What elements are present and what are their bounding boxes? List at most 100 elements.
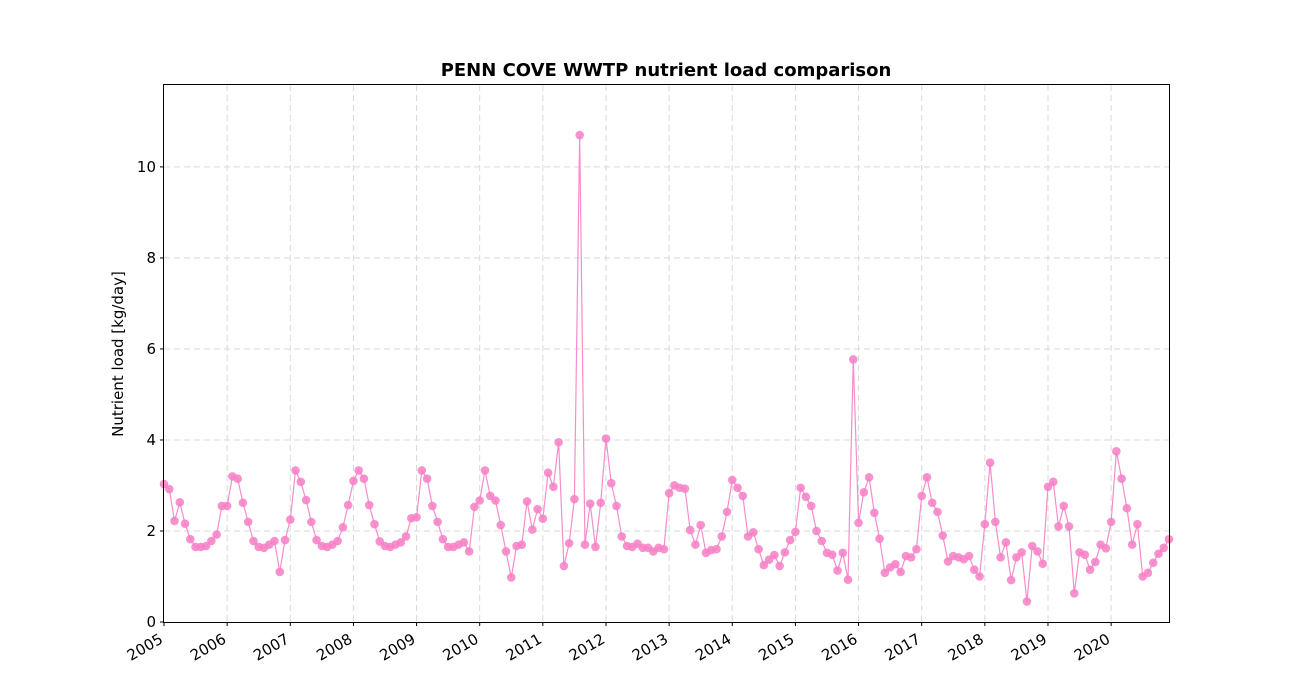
data-point <box>580 540 590 549</box>
data-point <box>775 561 784 571</box>
data-point <box>501 547 511 556</box>
data-point <box>1069 589 1079 598</box>
data-point <box>433 517 442 527</box>
data-point <box>717 532 727 541</box>
data-point <box>1080 550 1090 559</box>
data-point <box>301 495 311 505</box>
data-point <box>401 532 411 541</box>
data-point <box>1133 519 1142 529</box>
data-point <box>1022 597 1032 606</box>
data-point <box>1091 557 1100 567</box>
data-point <box>412 513 421 522</box>
data-point <box>396 538 406 547</box>
data-point <box>754 544 763 554</box>
data-point <box>927 498 937 508</box>
data-point <box>422 474 432 483</box>
data-point <box>475 496 485 505</box>
data-point <box>685 525 695 535</box>
data-point <box>606 478 616 488</box>
data-point <box>464 547 474 556</box>
data-point <box>1017 548 1026 557</box>
data-point <box>854 518 863 528</box>
data-point <box>459 538 469 547</box>
data-point <box>559 561 569 571</box>
data-point <box>285 515 295 524</box>
data-point <box>343 500 353 510</box>
data-point <box>980 519 990 529</box>
data-point <box>791 527 800 537</box>
data-point <box>1059 501 1069 511</box>
data-point <box>975 572 984 581</box>
data-point <box>964 551 974 561</box>
data-point <box>280 535 290 545</box>
data-point <box>180 519 190 528</box>
x-tick-label: 2015 <box>755 630 797 665</box>
data-point <box>806 501 816 511</box>
data-point <box>896 567 905 577</box>
data-point <box>175 498 185 507</box>
x-tick-label: 2013 <box>629 630 671 665</box>
data-point <box>1038 559 1048 569</box>
data-point <box>906 553 916 562</box>
x-tick-label: 2007 <box>250 630 292 665</box>
series-line <box>163 135 1170 602</box>
data-point <box>291 466 300 475</box>
data-point <box>428 501 437 511</box>
y-tick-label: 10 <box>137 158 156 176</box>
data-point <box>938 531 948 540</box>
data-point <box>538 514 548 523</box>
data-point <box>912 544 921 554</box>
data-point <box>470 502 479 512</box>
grid-lines <box>164 85 1169 622</box>
x-tick-label: 2018 <box>945 630 987 665</box>
chart-title: PENN COVE WWTP nutrient load comparison <box>441 60 892 81</box>
data-point <box>554 437 563 447</box>
data-point <box>985 458 995 468</box>
x-tick-label: 2020 <box>1071 630 1113 665</box>
data-series <box>159 130 1174 606</box>
data-point <box>1027 541 1037 551</box>
data-point <box>575 130 584 140</box>
x-tick-label: 2012 <box>566 630 608 665</box>
data-point <box>312 535 321 545</box>
data-point <box>827 550 837 559</box>
data-point <box>438 534 448 544</box>
x-tick-label: 2010 <box>440 630 482 665</box>
data-point <box>838 548 848 558</box>
data-point <box>1064 522 1074 531</box>
data-point <box>212 530 221 539</box>
data-point <box>307 517 316 527</box>
x-tick-label: 2009 <box>376 630 418 665</box>
x-tick-label: 2011 <box>503 630 545 665</box>
data-point <box>186 534 195 544</box>
data-point <box>722 507 732 517</box>
data-point <box>1159 543 1169 553</box>
data-point <box>585 499 595 508</box>
data-point <box>712 544 721 554</box>
data-point <box>691 540 700 549</box>
x-tick-label: 2014 <box>692 630 734 665</box>
data-point <box>1154 549 1163 559</box>
data-point <box>664 488 674 498</box>
data-point <box>233 474 242 483</box>
y-tick-label: 2 <box>146 522 156 540</box>
data-point <box>517 540 527 549</box>
data-point <box>338 523 348 532</box>
data-point <box>364 500 374 510</box>
data-point <box>785 535 795 545</box>
data-point <box>1001 538 1011 547</box>
data-point <box>875 534 884 544</box>
data-point <box>275 567 285 577</box>
data-point <box>1127 540 1137 549</box>
x-tick-label: 2017 <box>882 630 924 665</box>
data-point <box>870 508 879 518</box>
data-point <box>1143 568 1153 578</box>
data-point <box>922 472 932 482</box>
data-point <box>417 466 427 475</box>
data-point <box>943 557 953 566</box>
data-point <box>1054 522 1063 531</box>
data-point <box>596 498 606 508</box>
data-point <box>1117 474 1126 483</box>
y-tick-label: 6 <box>146 340 156 358</box>
